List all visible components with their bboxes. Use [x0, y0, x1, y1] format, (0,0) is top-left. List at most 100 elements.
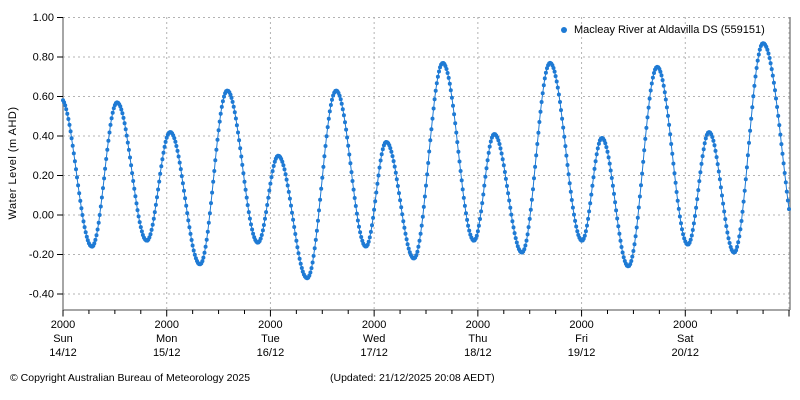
data-point [659, 73, 664, 78]
data-point [207, 211, 212, 216]
data-point [340, 107, 345, 112]
data-point [486, 150, 491, 155]
x-tick-time: 2000 [51, 319, 75, 331]
legend: Macleay River at Aldavilla DS (559151) [561, 23, 765, 37]
data-point [561, 125, 566, 130]
data-point [562, 134, 567, 139]
data-point [451, 103, 455, 108]
data-point [159, 164, 164, 169]
data-point [394, 177, 399, 182]
data-point [679, 221, 683, 226]
x-tick-time: 2000 [362, 319, 386, 331]
data-point [641, 159, 646, 164]
data-point [405, 242, 410, 247]
data-point [218, 111, 223, 116]
data-point [267, 188, 272, 193]
data-point [320, 175, 325, 180]
data-point [588, 201, 593, 206]
data-point [429, 127, 434, 132]
data-point [65, 111, 70, 116]
x-tick-date: 14/12 [49, 347, 77, 359]
data-point [737, 234, 742, 239]
data-point [343, 120, 347, 125]
data-point [669, 142, 674, 146]
data-point [500, 157, 505, 162]
data-point [421, 204, 426, 209]
data-point [350, 179, 355, 183]
data-point [104, 157, 109, 161]
data-point [478, 217, 482, 221]
data-point [185, 211, 190, 216]
data-point [150, 222, 155, 227]
data-point [95, 227, 100, 232]
data-point [566, 172, 571, 177]
data-point [147, 235, 152, 240]
data-point [508, 205, 513, 210]
data-point [541, 83, 546, 88]
data-point [693, 214, 697, 218]
data-series [61, 41, 791, 281]
data-point [570, 205, 575, 210]
x-tick-time: 2000 [673, 319, 697, 331]
data-point [272, 159, 277, 164]
data-point [507, 198, 512, 203]
data-point [125, 140, 130, 145]
x-tick-date: 20/12 [672, 347, 700, 359]
data-point [234, 123, 239, 128]
data-point [726, 236, 731, 241]
data-point [130, 171, 135, 176]
data-point [780, 151, 785, 156]
data-point [264, 210, 269, 215]
data-point [536, 130, 541, 135]
data-point [249, 222, 253, 227]
data-point [765, 47, 770, 52]
data-point [697, 179, 702, 184]
data-point [375, 181, 380, 186]
data-point [172, 136, 177, 141]
data-point [460, 187, 465, 192]
data-point [645, 115, 650, 120]
data-point [216, 128, 221, 133]
data-point [723, 217, 728, 222]
data-point [650, 75, 655, 80]
data-point [180, 181, 185, 186]
data-point [540, 91, 545, 96]
data-point [603, 141, 608, 146]
data-point [592, 166, 597, 171]
data-point [162, 144, 167, 149]
data-point [70, 143, 75, 148]
data-point [72, 159, 77, 164]
data-point [313, 237, 318, 242]
data-point [476, 223, 481, 228]
data-point [378, 158, 383, 163]
data-point [713, 148, 718, 153]
data-point [449, 95, 454, 100]
data-point [312, 246, 317, 251]
data-point [672, 171, 677, 176]
data-point [328, 103, 333, 107]
data-point [187, 225, 192, 230]
data-point [156, 187, 161, 192]
data-point [102, 176, 107, 181]
data-point [613, 200, 618, 205]
data-point [317, 208, 321, 213]
data-point [572, 212, 576, 217]
data-point [543, 70, 548, 75]
data-point [616, 224, 621, 229]
data-point [345, 135, 350, 140]
data-point [591, 175, 596, 180]
data-point [742, 188, 747, 193]
data-point [781, 161, 786, 166]
data-point [676, 206, 681, 211]
data-point [589, 192, 594, 197]
data-point [567, 181, 572, 186]
data-point [239, 154, 244, 159]
data-point [132, 186, 137, 191]
data-point [357, 224, 361, 229]
data-point [211, 179, 216, 184]
data-point [465, 217, 470, 222]
data-point [242, 179, 247, 184]
data-point [554, 79, 559, 84]
data-point [83, 230, 88, 235]
data-point [605, 149, 610, 154]
